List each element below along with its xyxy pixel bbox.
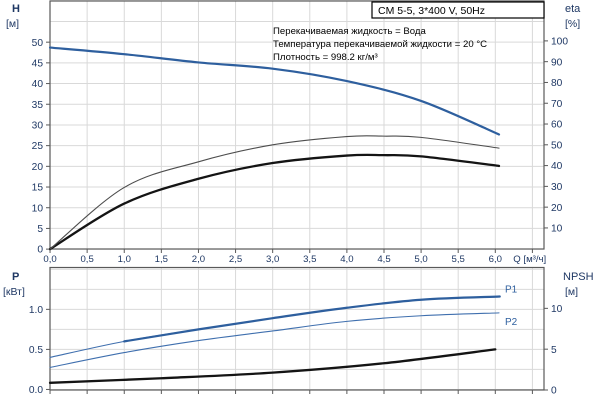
svg-text:6,0: 6,0 — [489, 254, 502, 265]
svg-text:eta: eta — [565, 3, 581, 15]
svg-text:3,0: 3,0 — [266, 254, 279, 265]
svg-text:30: 30 — [551, 182, 563, 193]
svg-text:0,5: 0,5 — [80, 254, 93, 265]
svg-text:10: 10 — [32, 203, 44, 214]
svg-text:1,5: 1,5 — [155, 254, 168, 265]
svg-text:0.5: 0.5 — [29, 345, 43, 356]
svg-text:10: 10 — [551, 304, 563, 315]
svg-text:[м]: [м] — [565, 286, 578, 298]
svg-text:10: 10 — [551, 224, 563, 235]
svg-text:H: H — [12, 3, 20, 15]
svg-text:P1: P1 — [505, 285, 518, 296]
svg-text:3,5: 3,5 — [303, 254, 316, 265]
svg-text:100: 100 — [551, 36, 568, 47]
svg-text:[м]: [м] — [6, 18, 19, 30]
svg-text:Температура перекачиваемой жид: Температура перекачиваемой жидкости = 20… — [273, 39, 487, 50]
svg-text:70: 70 — [551, 99, 563, 110]
svg-text:30: 30 — [32, 121, 44, 132]
svg-text:P: P — [12, 271, 19, 283]
svg-text:CM 5-5, 3*400 V, 50Hz: CM 5-5, 3*400 V, 50Hz — [378, 5, 485, 17]
svg-text:Q [м³/ч]: Q [м³/ч] — [513, 254, 546, 265]
svg-text:5: 5 — [551, 345, 557, 356]
svg-text:25: 25 — [32, 141, 44, 152]
svg-text:0,0: 0,0 — [43, 254, 56, 265]
svg-text:P2: P2 — [505, 317, 518, 328]
svg-text:5: 5 — [37, 224, 43, 235]
svg-text:1.0: 1.0 — [29, 305, 43, 316]
svg-text:NPSH: NPSH — [563, 271, 594, 283]
svg-text:50: 50 — [551, 140, 563, 151]
svg-text:1,0: 1,0 — [118, 254, 131, 265]
svg-text:5,0: 5,0 — [414, 254, 427, 265]
svg-text:4,5: 4,5 — [377, 254, 390, 265]
svg-text:0: 0 — [551, 386, 557, 397]
svg-text:20: 20 — [551, 203, 563, 214]
svg-text:4,0: 4,0 — [340, 254, 353, 265]
svg-text:80: 80 — [551, 78, 563, 89]
svg-text:[кВт]: [кВт] — [3, 286, 25, 298]
svg-text:40: 40 — [551, 161, 563, 172]
svg-text:50: 50 — [32, 38, 44, 49]
svg-text:0.0: 0.0 — [29, 385, 43, 396]
svg-text:[%]: [%] — [565, 18, 580, 30]
svg-text:5,5: 5,5 — [452, 254, 465, 265]
svg-text:Плотность = 998.2 кг/м³: Плотность = 998.2 кг/м³ — [273, 52, 378, 63]
svg-text:2,5: 2,5 — [229, 254, 242, 265]
svg-text:Перекачиваемая жидкость = Вода: Перекачиваемая жидкость = Вода — [273, 26, 427, 37]
svg-text:45: 45 — [32, 58, 44, 69]
svg-text:20: 20 — [32, 162, 44, 173]
svg-text:40: 40 — [32, 79, 44, 90]
svg-text:2,0: 2,0 — [192, 254, 205, 265]
svg-text:15: 15 — [32, 183, 44, 194]
svg-text:60: 60 — [551, 120, 563, 131]
svg-text:90: 90 — [551, 57, 563, 68]
svg-text:35: 35 — [32, 100, 44, 111]
